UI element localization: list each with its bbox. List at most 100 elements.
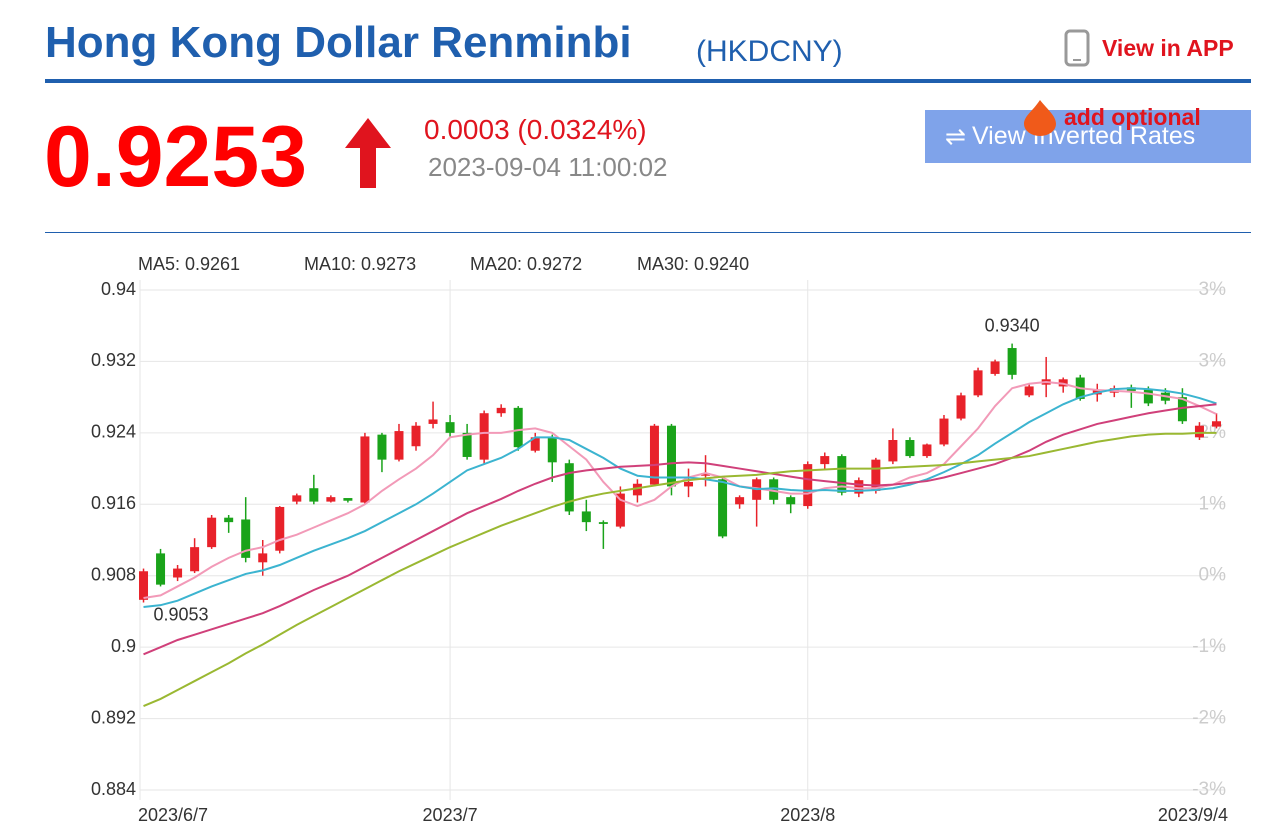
timestamp: 2023-09-04 11:00:02 — [428, 152, 668, 182]
x-tick-label: 2023/7 — [423, 805, 478, 825]
candle-body — [411, 425, 421, 447]
candle-body — [513, 407, 523, 448]
y-tick-label: 0.892 — [91, 707, 136, 727]
candle-body — [139, 571, 149, 600]
candle-body — [854, 480, 864, 494]
candle-body — [462, 432, 472, 457]
fire-icon — [1024, 100, 1056, 136]
candle-body — [394, 431, 404, 460]
annotation: 0.9053 — [154, 605, 209, 625]
app-link[interactable]: View in APP — [1064, 29, 1234, 67]
candle-body — [1143, 389, 1153, 404]
candle-body — [684, 481, 694, 487]
candle-body — [888, 440, 898, 462]
y-tick-label: 0.924 — [91, 422, 136, 442]
ma-line — [143, 387, 1217, 608]
price: 0.9253 — [44, 109, 308, 205]
right-tick-label: -1% — [1192, 636, 1226, 657]
title: Hong Kong Dollar Renminbi — [45, 18, 632, 67]
candle-body — [1007, 348, 1017, 375]
add-optional[interactable]: add optional — [1020, 98, 1201, 136]
candle-body — [922, 444, 932, 457]
y-tick-label: 0.9 — [111, 636, 136, 656]
legend-entry: MA20: 0.9272 — [470, 254, 582, 274]
divider — [45, 79, 1251, 83]
candle-body — [939, 418, 949, 445]
annotation: 0.9340 — [985, 315, 1040, 335]
candle-body — [343, 498, 353, 501]
app-link-text[interactable]: View in APP — [1102, 34, 1234, 61]
candle-body — [309, 488, 319, 502]
candle-body — [1024, 386, 1034, 396]
candle-body — [241, 519, 251, 558]
x-tick-label: 2023/9/4 — [1158, 805, 1228, 825]
candle-body — [428, 419, 438, 424]
candle-body — [837, 456, 847, 493]
candle-body — [820, 456, 830, 465]
y-tick-label: 0.932 — [91, 350, 136, 370]
candle-body — [956, 395, 966, 419]
candle-body — [786, 497, 796, 505]
candle-body — [735, 497, 745, 505]
candle-body — [905, 440, 915, 457]
up-arrow — [345, 118, 391, 188]
right-tick-label: 1% — [1199, 493, 1227, 514]
ma-line — [143, 403, 1217, 656]
legend-entry: MA10: 0.9273 — [304, 254, 416, 274]
invert-button[interactable]: ⇌ View Inverted Rates — [925, 110, 1251, 163]
y-tick-label: 0.908 — [91, 564, 136, 584]
candle-body — [581, 511, 591, 523]
ma-line — [143, 380, 1217, 600]
candle-body — [666, 425, 676, 487]
divider — [45, 232, 1251, 233]
x-tick-label: 2023/8 — [780, 805, 835, 825]
candle-body — [632, 483, 642, 496]
candle-body — [598, 522, 608, 524]
candle-body — [377, 434, 387, 460]
right-tick-label: 3% — [1199, 350, 1227, 371]
candle-body — [275, 506, 285, 551]
phone-icon — [1064, 29, 1090, 67]
candle-body — [258, 553, 268, 563]
right-tick-label: -3% — [1192, 779, 1226, 800]
candle-body — [564, 463, 574, 512]
invert-button-text: View Inverted Rates — [971, 122, 1196, 150]
y-tick-label: 0.916 — [91, 493, 136, 513]
candle-body — [173, 568, 183, 578]
candle-body — [871, 459, 881, 491]
symbol: (HKDCNY) — [696, 35, 843, 68]
candle-body — [615, 493, 625, 527]
candle-body — [547, 437, 557, 463]
y-tick-label: 0.884 — [91, 779, 136, 799]
right-tick-label: -2% — [1192, 708, 1226, 729]
candle-body — [360, 436, 370, 503]
candle-body — [1194, 425, 1204, 438]
candle-body — [769, 479, 779, 500]
candle-body — [292, 495, 302, 502]
right-tick-label: 0% — [1199, 565, 1227, 586]
candle-body — [156, 553, 166, 585]
candle-body — [803, 464, 813, 507]
add-optional-text[interactable]: add optional — [1064, 103, 1201, 130]
legend-entry: MA5: 0.9261 — [138, 254, 240, 274]
right-tick-label: 3% — [1199, 279, 1227, 300]
candle-body — [1177, 397, 1187, 422]
candle-body — [445, 422, 455, 433]
candle-body — [649, 425, 659, 485]
x-tick-label: 2023/6/7 — [138, 805, 208, 825]
candle-body — [701, 473, 711, 476]
candle-body — [224, 517, 234, 523]
y-tick-label: 0.94 — [101, 279, 136, 299]
candle-body — [207, 517, 217, 548]
candle-body — [479, 413, 489, 460]
candle-body — [718, 479, 728, 537]
candle-body — [990, 361, 1000, 374]
candle-body — [190, 547, 200, 572]
candle-body — [973, 370, 983, 396]
candle-body — [1211, 421, 1221, 427]
candle-body — [496, 407, 506, 414]
ma-line — [143, 431, 1217, 707]
candle-body — [530, 437, 540, 451]
